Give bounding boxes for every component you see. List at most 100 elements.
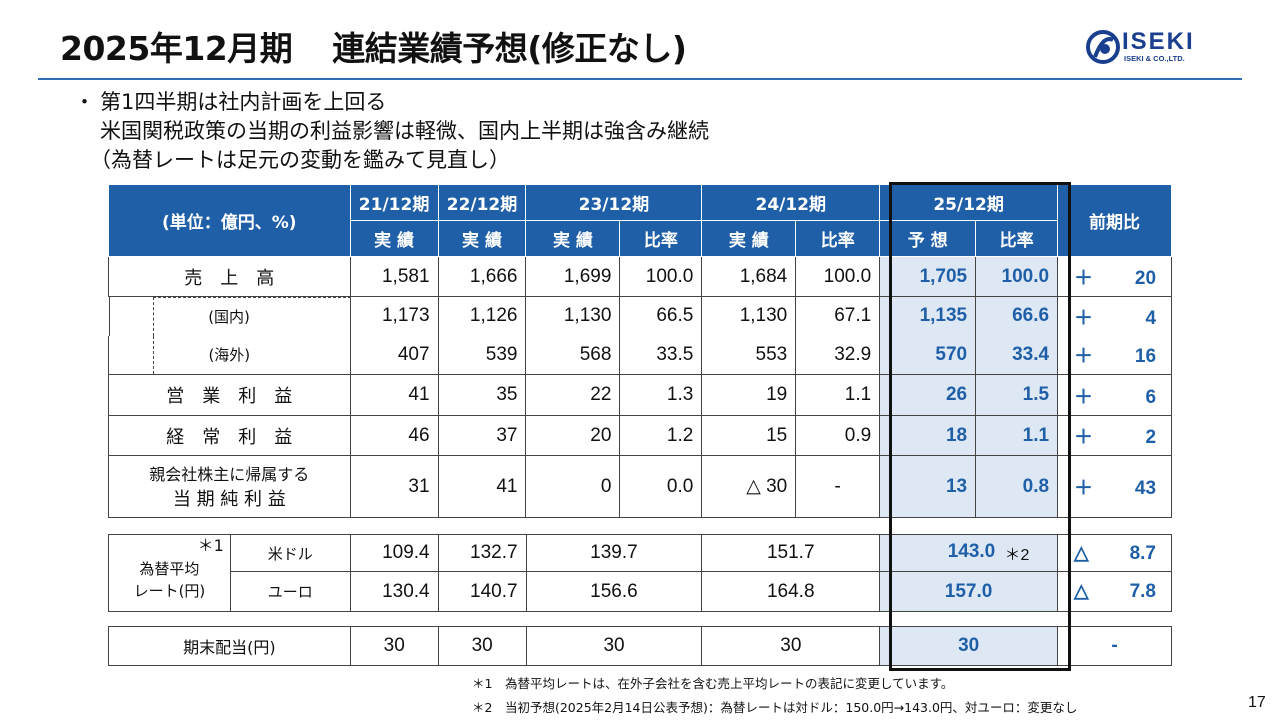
cell-yoy: △ 8.7 xyxy=(1057,534,1172,572)
actual-header: 実 績 xyxy=(701,220,797,257)
fx-label-line-2: レート(円) xyxy=(133,582,206,600)
yoy-value: 7.8 xyxy=(1129,581,1156,602)
cell-forecast: 1,135 xyxy=(879,296,977,336)
title-period: 2025年12月期 xyxy=(60,29,293,68)
cell-forecast: 30 xyxy=(879,626,1059,666)
cell: 33.5 xyxy=(619,335,703,375)
actual-header: 実 績 xyxy=(525,220,621,257)
yoy-value: 8.7 xyxy=(1129,542,1156,564)
yoy-sign: △ xyxy=(1074,542,1089,564)
cell: 139.7 xyxy=(525,534,703,572)
yoy-sign: ＋ xyxy=(1074,478,1094,499)
table-row-domestic: (国内) 1,173 1,126 1,130 66.5 1,130 67.1 1… xyxy=(108,296,1172,336)
row-label-text: (海外) xyxy=(208,346,251,365)
cell-yoy: ＋ 20 xyxy=(1057,256,1172,297)
yoy-sign: ＋ xyxy=(1074,307,1094,329)
cell-forecast: 143.0 ＊2 xyxy=(879,534,1058,572)
row-label: (海外) xyxy=(108,335,351,375)
row-label: 営 業 利 益 xyxy=(108,374,351,416)
cell-forecast: 13 xyxy=(879,455,977,518)
cell: 1,684 xyxy=(701,256,797,297)
cell: 1,130 xyxy=(525,296,621,336)
title-main: 連結業績予想(修正なし) xyxy=(332,29,687,68)
cell: 0 xyxy=(525,455,621,518)
cell: 1.2 xyxy=(619,415,703,456)
table-row-sales: 売 上 高 1,581 1,666 1,699 100.0 1,684 100.… xyxy=(108,256,1172,297)
cell-forecast: 1,705 xyxy=(879,256,977,297)
dividend-label: 期末配当(円) xyxy=(108,626,351,666)
cell: 130.4 xyxy=(349,571,439,612)
cell-yoy: - xyxy=(1057,626,1172,666)
fx-table: ＊1 為替平均 レート(円) 米ドル 109.4 132.7 139.7 151… xyxy=(108,534,1172,612)
cell: 22 xyxy=(525,374,621,416)
table-row-overseas: (海外) 407 539 568 33.5 553 32.9 570 33.4 … xyxy=(108,335,1172,375)
cell: 1,173 xyxy=(349,296,439,336)
bullet-line-2: 米国関税政策の当期の利益影響は軽微、国内上半期は強含み継続 xyxy=(100,119,709,143)
yoy-sign: ＋ xyxy=(1074,386,1094,408)
summary-bullets: 第1四半期は社内計画を上回る 米国関税政策の当期の利益影響は軽微、国内上半期は強… xyxy=(74,88,709,175)
fx-label: ＊1 為替平均 レート(円) xyxy=(108,534,231,612)
title-rule xyxy=(38,78,1242,80)
cell: 31 xyxy=(349,455,439,518)
row-label: 売 上 高 xyxy=(108,256,351,297)
table-row-net-income: 親会社株主に帰属する 当 期 純 利 益 31 41 0 0.0 △ 30 - … xyxy=(108,455,1172,518)
row-label: (国内) xyxy=(108,296,351,336)
cell-forecast: 157.0 xyxy=(879,571,1058,612)
ratio-header: 比率 xyxy=(795,220,881,257)
cell: △ 30 xyxy=(701,455,797,518)
cell-yoy: ＋ 6 xyxy=(1057,374,1172,416)
table-row-ordinary-income: 経 常 利 益 46 37 20 1.2 15 0.9 18 1.1 ＋ 2 xyxy=(108,415,1172,456)
row-label: 経 常 利 益 xyxy=(108,415,351,456)
page-number: 17 xyxy=(1248,694,1266,711)
year-header-22: 22/12期 xyxy=(437,184,527,221)
cell-forecast: 0.8 xyxy=(975,455,1059,518)
footnote-2: ＊2 当初予想(2025年2月14日公表予想)：為替レートは対ドル：150.0円… xyxy=(472,700,1078,715)
dividend-table: 期末配当(円) 30 30 30 30 30 - xyxy=(108,626,1172,666)
yoy-value: 6 xyxy=(1145,386,1157,408)
row-label-text: (国内) xyxy=(208,307,250,326)
yoy-sign: △ xyxy=(1074,581,1089,602)
page-title: 2025年12月期 連結業績予想(修正なし) xyxy=(60,22,687,70)
cell: 1,126 xyxy=(437,296,527,336)
bullet-line-1: 第1四半期は社内計画を上回る xyxy=(74,88,709,117)
cell-yoy: ＋ 4 xyxy=(1057,296,1172,336)
cell: 41 xyxy=(349,374,439,416)
forecast-header: 予 想 xyxy=(879,220,977,257)
currency-label: 米ドル xyxy=(229,534,351,572)
cell: 109.4 xyxy=(349,534,439,572)
cell: 30 xyxy=(701,626,881,666)
row-label-line-2: 当 期 純 利 益 xyxy=(172,488,286,510)
cell: 30 xyxy=(349,626,439,666)
cell: 15 xyxy=(701,415,797,456)
year-header-21: 21/12期 xyxy=(349,184,439,221)
iseki-logo-icon xyxy=(1086,30,1120,64)
results-table: (単位：億円、%) 21/12期 22/12期 23/12期 24/12期 25… xyxy=(108,184,1172,518)
cell: 568 xyxy=(525,335,621,375)
cell-forecast: 1.5 xyxy=(975,374,1059,416)
cell: 30 xyxy=(437,626,527,666)
cell: 0.0 xyxy=(619,455,703,518)
cell-forecast: 570 xyxy=(879,335,977,375)
cell: 46 xyxy=(349,415,439,456)
yoy-value: 20 xyxy=(1134,268,1157,289)
cell: - xyxy=(795,455,881,518)
yoy-sign: ＋ xyxy=(1074,427,1094,448)
fx-note-mark: ＊1 xyxy=(197,536,224,555)
cell: 156.6 xyxy=(525,571,703,612)
cell: 164.8 xyxy=(701,571,881,612)
cell: 1,130 xyxy=(701,296,797,336)
logo-word: ISEKI xyxy=(1122,28,1195,55)
cell: 539 xyxy=(437,335,527,375)
cell: 132.7 xyxy=(437,534,527,572)
unit-header: (単位：億円、%) xyxy=(108,184,351,257)
company-logo: ISEKI ISEKI & CO.,LTD. xyxy=(1086,28,1226,68)
yoy-header: 前期比 xyxy=(1057,184,1172,257)
year-header-25: 25/12期 xyxy=(879,184,1059,221)
row-label-line-1: 親会社株主に帰属する xyxy=(149,464,310,484)
cell-yoy: ＋ 43 xyxy=(1057,455,1172,518)
ratio-header: 比率 xyxy=(619,220,703,257)
year-header-24: 24/12期 xyxy=(701,184,881,221)
cell: 35 xyxy=(437,374,527,416)
actual-header: 実 績 xyxy=(437,220,527,257)
cell: 553 xyxy=(701,335,797,375)
